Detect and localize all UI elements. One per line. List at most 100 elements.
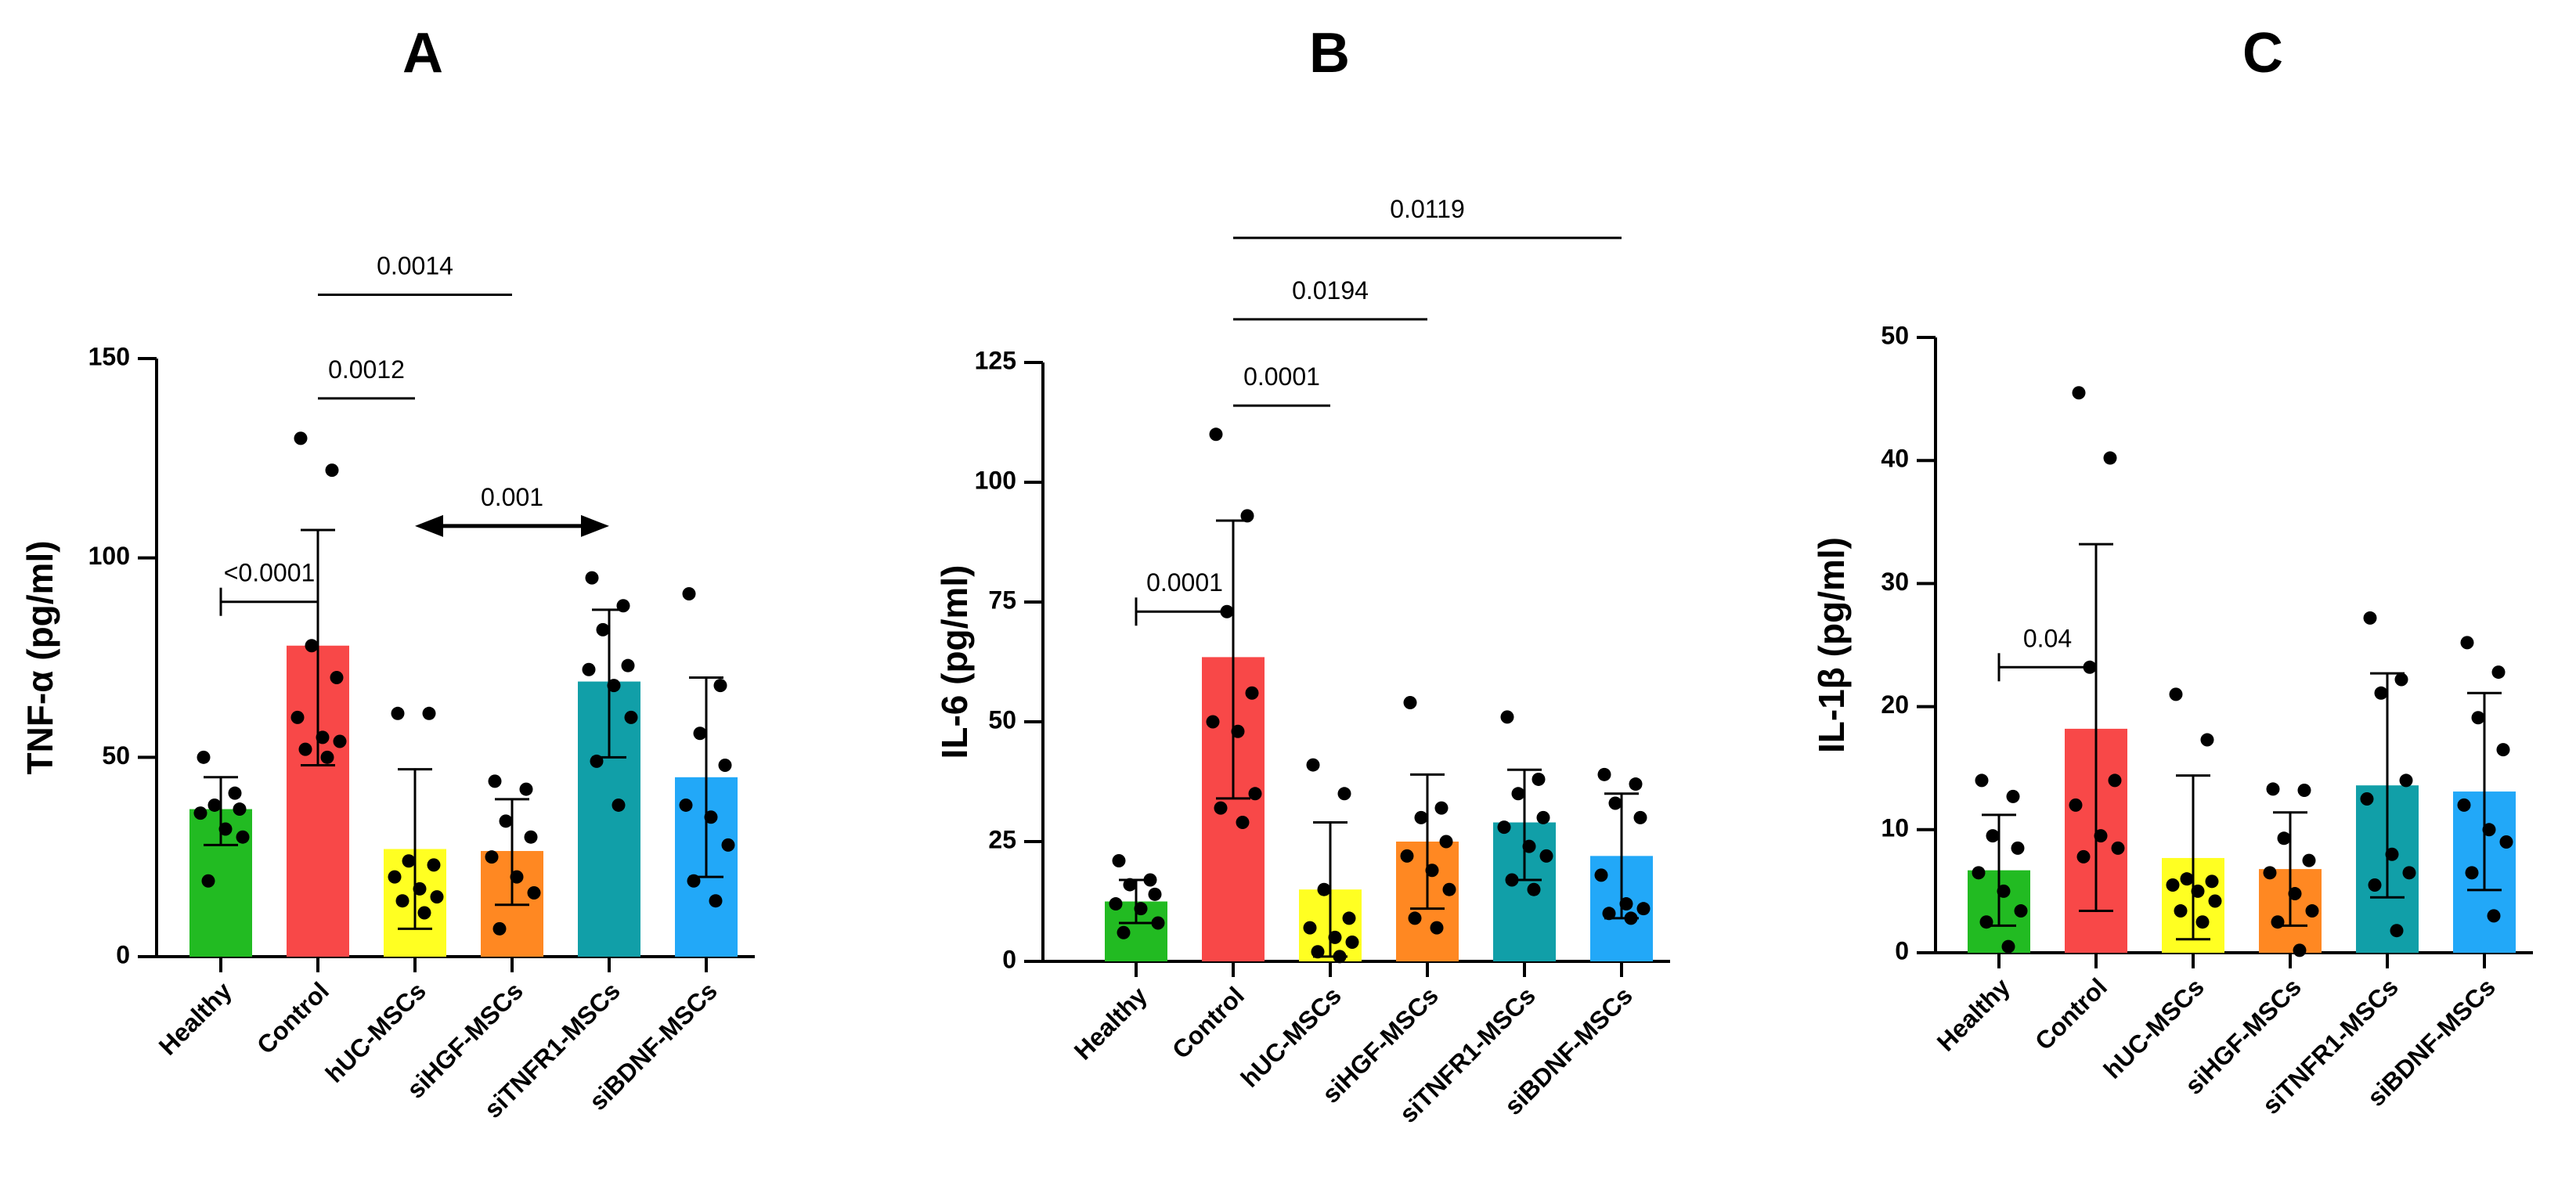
data-point: [2399, 773, 2413, 788]
data-point: [413, 882, 427, 896]
data-point: [298, 742, 312, 756]
y-tick-label: 30: [1881, 568, 1909, 596]
data-point: [2487, 909, 2501, 923]
y-tick-label: 50: [988, 705, 1016, 734]
data-point: [582, 662, 596, 676]
data-point: [621, 658, 635, 672]
data-point: [1439, 835, 1453, 849]
data-point: [1206, 715, 1220, 729]
data-point: [2180, 872, 2194, 886]
data-point: [201, 874, 215, 888]
data-point: [485, 850, 499, 864]
data-point: [2302, 853, 2316, 867]
data-point: [1148, 887, 1162, 901]
data-point: [612, 798, 626, 812]
data-point: [2006, 789, 2020, 803]
data-point: [1442, 882, 1456, 896]
data-point: [596, 622, 610, 636]
data-point: [2205, 874, 2219, 889]
data-point: [2266, 782, 2280, 796]
data-point: [1245, 686, 1259, 700]
data-point: [207, 798, 222, 812]
y-tick-label: 10: [1881, 813, 1909, 842]
data-point: [236, 830, 250, 844]
data-point: [2288, 887, 2302, 901]
data-point: [2072, 386, 2086, 400]
arrow-left-head: [415, 514, 443, 537]
data-point: [1408, 911, 1422, 925]
data-point: [1602, 907, 1616, 921]
p-value-label: 0.0119: [1390, 195, 1465, 223]
panel-letter: B: [1309, 22, 1350, 85]
data-point: [693, 727, 707, 741]
data-point: [2460, 636, 2474, 650]
comparison-3: 0.001: [415, 483, 609, 537]
data-point: [510, 870, 524, 884]
data-point: [2011, 841, 2025, 855]
data-point: [1434, 801, 1449, 815]
data-point: [527, 886, 541, 900]
data-point: [616, 599, 630, 613]
data-point: [1997, 884, 2011, 898]
data-point: [1536, 810, 1550, 824]
data-point: [2402, 866, 2416, 880]
data-point: [316, 730, 330, 745]
data-point: [2108, 773, 2122, 788]
data-point: [294, 431, 308, 445]
data-point: [718, 759, 732, 773]
y-axis-label: IL-1β (pg/ml): [1811, 537, 1852, 753]
comparison-3: 0.0119: [1233, 195, 1622, 240]
data-point: [1511, 787, 1525, 801]
y-tick-label: 100: [88, 542, 130, 570]
data-point: [585, 571, 599, 585]
data-point: [704, 810, 718, 824]
y-tick-label: 25: [988, 825, 1016, 853]
data-point: [1636, 902, 1651, 916]
data-point: [679, 798, 693, 812]
data-point: [2277, 831, 2291, 845]
x-tick-label: Healthy: [153, 976, 237, 1060]
data-point: [2103, 451, 2117, 465]
data-point: [388, 870, 402, 884]
panel-letter: A: [402, 22, 443, 85]
data-point: [2014, 904, 2028, 918]
data-point: [1527, 882, 1541, 896]
p-value-label: 0.0001: [1243, 362, 1320, 391]
data-point: [1231, 724, 1245, 738]
data-point: [2305, 904, 2319, 918]
data-point: [2191, 884, 2205, 898]
data-point: [1986, 829, 2000, 843]
data-point: [1597, 767, 1611, 781]
data-point: [2069, 798, 2083, 812]
data-point: [1311, 945, 1325, 959]
data-point: [2374, 686, 2388, 700]
data-point: [1236, 816, 1250, 830]
p-value-label: 0.0194: [1292, 276, 1369, 305]
data-point: [1317, 882, 1331, 896]
data-point: [2482, 823, 2496, 837]
data-point: [2491, 665, 2506, 680]
data-point: [1117, 925, 1131, 939]
data-point: [2297, 783, 2311, 797]
data-point: [519, 782, 533, 796]
data-point: [417, 906, 431, 920]
comparison-1: 0.0001: [1233, 362, 1330, 407]
data-point: [1214, 801, 1228, 815]
data-point: [1400, 849, 1414, 863]
data-point: [193, 806, 207, 820]
data-point: [1619, 897, 1633, 911]
data-point: [1532, 772, 1546, 786]
comparison-2: 0.0194: [1233, 276, 1427, 321]
data-point: [228, 786, 242, 800]
data-point: [2169, 687, 2183, 701]
data-point: [1403, 696, 1417, 710]
data-point: [2094, 829, 2108, 843]
data-point: [687, 874, 701, 888]
comparison-0: 0.04: [1997, 624, 2098, 682]
data-point: [1500, 710, 1514, 724]
y-tick-label: 0: [1895, 936, 1909, 964]
data-point: [1306, 758, 1320, 772]
y-tick-label: 20: [1881, 690, 1909, 719]
p-value-label: 0.0012: [328, 355, 405, 384]
data-point: [2200, 733, 2214, 747]
